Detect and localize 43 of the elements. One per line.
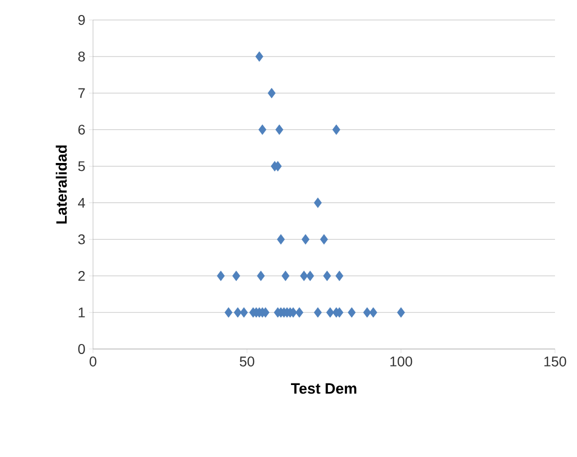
point: [276, 234, 285, 245]
point: [216, 270, 225, 282]
point: [335, 270, 344, 282]
y-tick-label: 3: [78, 234, 85, 244]
point: [302, 234, 310, 245]
y-axis-title: Lateralidad: [56, 145, 67, 224]
point: [314, 307, 322, 318]
point: [314, 198, 322, 208]
x-tick-label: 150: [544, 356, 566, 366]
y-tick-label: 4: [78, 198, 86, 208]
x-axis-title: Test Dem: [290, 383, 356, 394]
point: [224, 307, 232, 318]
point: [300, 270, 308, 282]
point: [295, 307, 304, 318]
point: [275, 124, 284, 135]
point: [240, 307, 248, 318]
point: [255, 51, 264, 62]
point: [320, 234, 328, 245]
point: [369, 307, 378, 318]
x-tick-label: 50: [240, 356, 254, 366]
point: [258, 124, 266, 135]
point: [234, 307, 242, 318]
point: [397, 307, 405, 318]
y-tick-label: 5: [78, 161, 85, 172]
point: [256, 270, 265, 282]
y-tick-label: 1: [78, 308, 85, 318]
point: [306, 270, 314, 282]
point: [332, 124, 340, 135]
point: [268, 88, 276, 98]
point: [326, 307, 334, 318]
y-tick-label: 0: [78, 344, 85, 354]
point: [232, 270, 240, 282]
point: [363, 307, 372, 318]
y-tick-label: 2: [78, 270, 85, 281]
y-tick-label: 8: [78, 52, 85, 62]
y-tick-label: 9: [78, 15, 85, 25]
y-tick-label: 6: [78, 124, 85, 135]
x-tick-label: 100: [390, 356, 412, 366]
y-tick-label: 7: [78, 88, 85, 98]
point: [323, 270, 332, 282]
x-tick-label: 0: [90, 356, 96, 366]
point: [282, 270, 290, 282]
point: [348, 307, 356, 318]
